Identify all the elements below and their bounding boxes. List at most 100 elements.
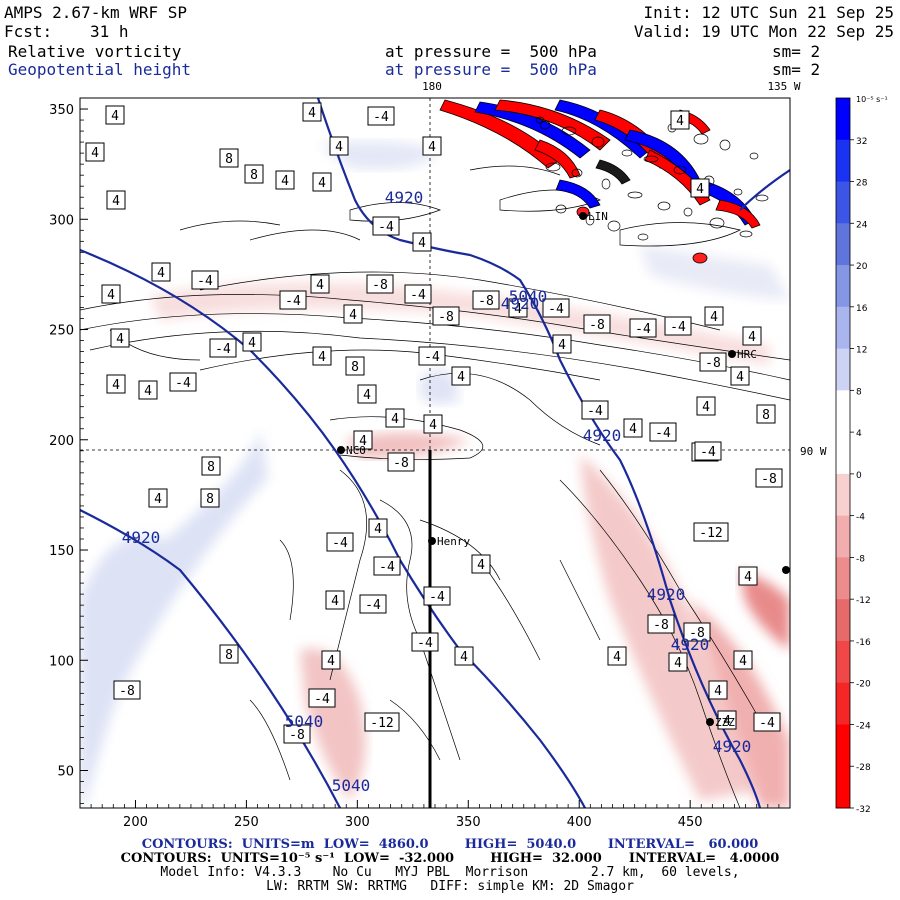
vort-label-31: 4 — [704, 306, 724, 326]
storm-eddy-7 — [561, 126, 577, 136]
field2-smoothing: sm= 2 — [772, 60, 821, 79]
vort-label-box — [581, 400, 609, 420]
vort-label-box — [209, 338, 237, 358]
vort-label-box — [345, 356, 365, 376]
height-label-9: 5040 — [509, 287, 548, 306]
vort-label-text: 8 — [207, 460, 215, 475]
vort-label-text: -4 — [635, 322, 651, 337]
vort-label-59: -4 — [326, 532, 354, 552]
vorticity-shade-9 — [740, 570, 790, 650]
vorticity-contour-6 — [329, 469, 367, 681]
station-label-0: LIN — [588, 210, 608, 223]
storm-eddy-13 — [555, 204, 567, 214]
vort-label-box — [101, 284, 121, 304]
vort-label-box — [708, 680, 728, 700]
vort-label-5: 4 — [275, 170, 295, 190]
colorbar-segment-5 — [836, 306, 850, 350]
vort-label-15: 4 — [412, 232, 432, 252]
storm-eddy-4 — [683, 207, 693, 217]
vort-label-box — [471, 554, 491, 574]
storm-band-11 — [595, 159, 631, 185]
vort-label-box — [326, 532, 354, 552]
vort-label-box — [542, 298, 570, 318]
vort-label-35: 4 — [312, 346, 332, 366]
vort-label-box — [106, 374, 126, 394]
vort-label-7: 4 — [422, 136, 442, 156]
vort-label-21: -8 — [366, 274, 394, 294]
vort-label-13: 4 — [110, 328, 130, 348]
vort-label-79: 4 — [733, 650, 753, 670]
colorbar: 10⁻⁵ s⁻¹ 32 28 24 20 16 12 8 4 0 -4 -8 -12 -16 -20 -24 -… — [835, 95, 888, 815]
vort-label-58: 8 — [200, 488, 220, 508]
vort-label-69: 4 — [607, 646, 627, 666]
vort-label-box — [623, 418, 643, 438]
vort-label-box — [366, 274, 394, 294]
station-dot-edge — [782, 566, 790, 574]
vorticity-contour-15 — [619, 222, 742, 247]
vort-label-box — [191, 270, 219, 290]
vort-label-29: -4 — [629, 318, 657, 338]
vort-label-text: 4 — [674, 656, 682, 671]
vort-label-84: -12 — [364, 712, 400, 732]
colorbar-segment-16 — [836, 766, 850, 809]
vort-label-text: 8 — [351, 360, 359, 375]
vorticity-shade-5 — [690, 600, 790, 808]
vort-label-text: 4 — [429, 418, 437, 433]
vort-label-text: -8 — [705, 356, 721, 371]
colorbar-tick-label-16: -28 — [856, 763, 871, 773]
vort-label-box — [325, 590, 345, 610]
vort-label-box — [693, 522, 729, 542]
vort-label-box — [647, 614, 675, 634]
field2-name: Geopotential height — [8, 60, 192, 79]
colorbar-frame — [835, 97, 851, 809]
height-contour-info: CONTOURS: UNITS=m LOW= 4860.0 HIGH= 5040… — [141, 837, 759, 852]
vort-label-text: 4 — [736, 370, 744, 385]
vort-label-text: 4 — [676, 114, 684, 129]
vort-label-43: 4 — [357, 384, 377, 404]
x-tick-label: 450 — [678, 815, 703, 830]
vort-label-box — [755, 468, 783, 488]
vorticity-shade-3 — [420, 370, 460, 404]
vort-label-text: -4 — [314, 692, 330, 707]
storm-eddy-6 — [755, 194, 769, 202]
vort-label-box — [432, 306, 460, 326]
vort-label-box — [451, 366, 471, 386]
vorticity-contour-14 — [499, 189, 601, 212]
vort-label-text: -4 — [424, 350, 440, 365]
field1-level: at pressure = 500 hPa — [385, 42, 597, 61]
vort-label-12: 4 — [690, 178, 710, 198]
vort-label-67: 4 — [454, 646, 474, 666]
vort-label-box — [169, 372, 197, 392]
vort-label-box — [422, 136, 442, 156]
colorbar-segment-13 — [836, 640, 850, 684]
vorticity-shade-7 — [300, 648, 366, 800]
vorticity-contour-12 — [249, 229, 361, 241]
vort-label-text: 4 — [316, 278, 324, 293]
vort-label-box — [756, 404, 776, 424]
vort-label-box — [283, 724, 311, 744]
y-tick-label: 100 — [49, 654, 74, 669]
colorbar-segment-9 — [836, 473, 850, 517]
storm-band-2 — [494, 99, 611, 151]
vort-label-box — [387, 452, 415, 472]
vort-label-text: 8 — [250, 168, 258, 183]
height-contour-3 — [739, 169, 790, 211]
vort-label-box — [275, 170, 295, 190]
vort-label-box — [508, 298, 528, 318]
vort-label-box — [664, 316, 692, 336]
vort-label-text: 4 — [308, 106, 316, 121]
vort-label-55: 4 — [623, 418, 643, 438]
colorbar-tick-label-12: -12 — [856, 596, 871, 606]
vort-label-text: -4 — [670, 320, 686, 335]
vort-label-text: -4 — [365, 598, 381, 613]
vort-label-77: 4 — [668, 652, 688, 672]
vort-label-box — [310, 274, 330, 294]
vort-label-box — [454, 646, 474, 666]
y-tick-label: 300 — [49, 213, 74, 228]
vort-label-text: 4 — [558, 338, 566, 353]
vorticity-contour-1 — [80, 313, 790, 381]
vort-label-1: 4 — [329, 136, 349, 156]
vort-label-text: 4 — [613, 650, 621, 665]
vort-label-box — [733, 650, 753, 670]
